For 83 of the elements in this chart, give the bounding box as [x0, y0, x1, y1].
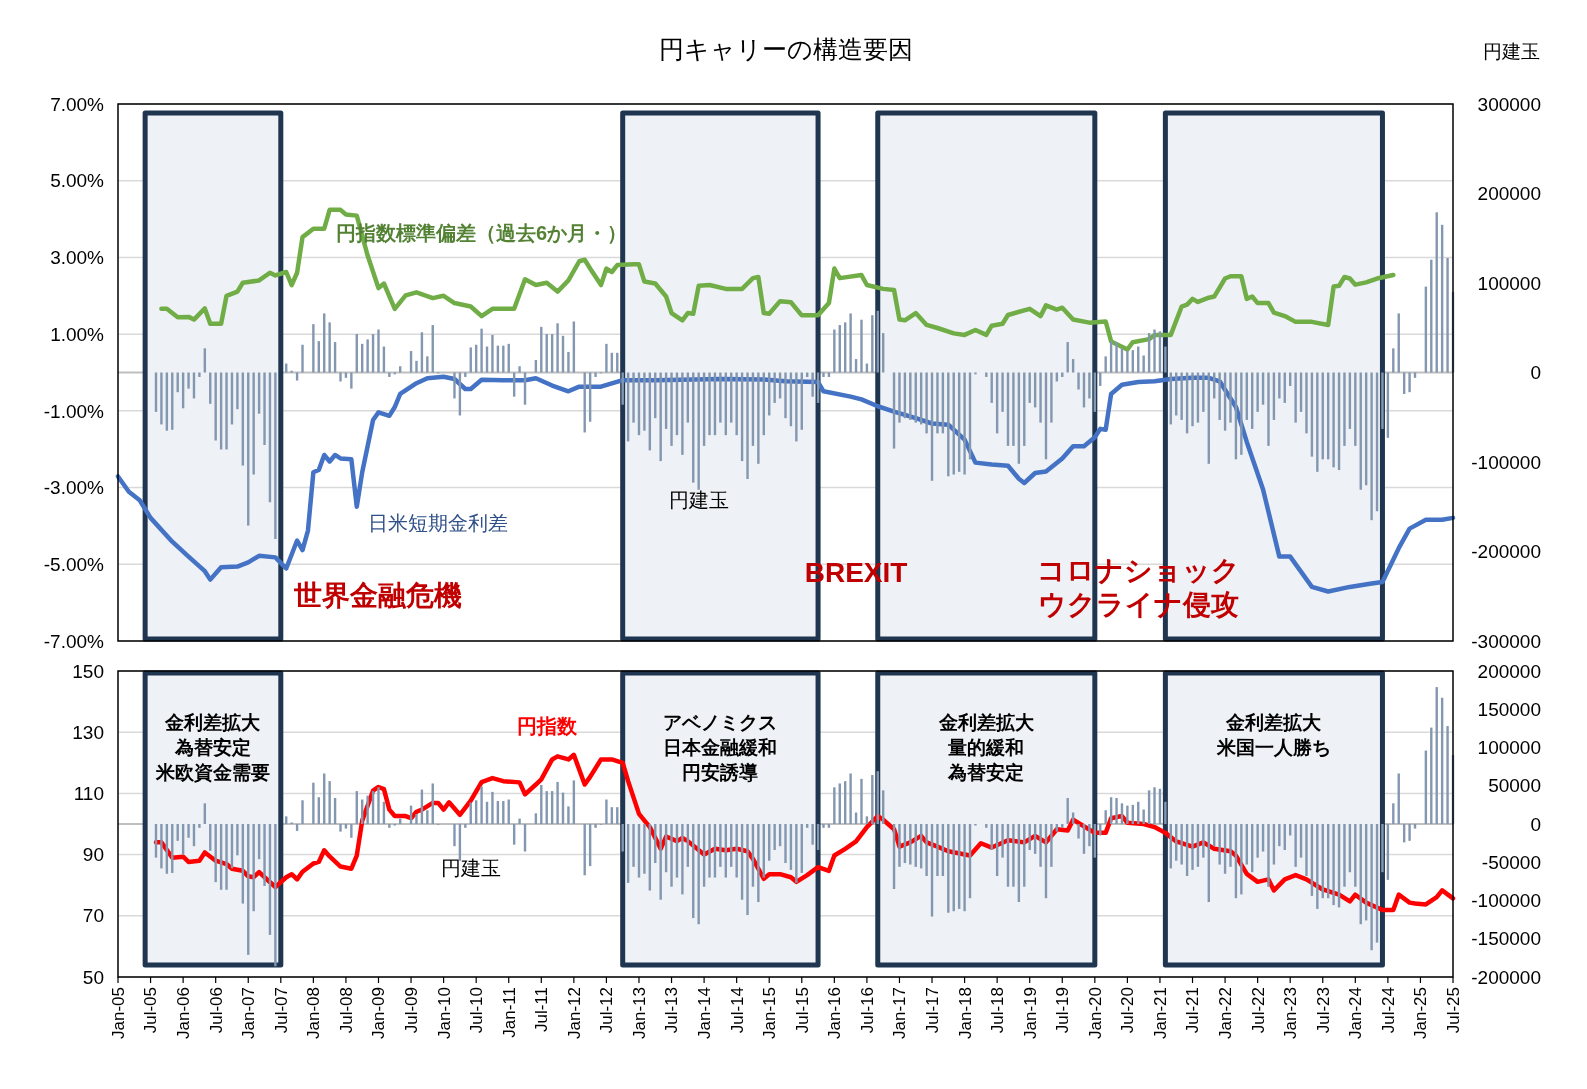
x-tick-label: Jan-25: [1411, 987, 1431, 1039]
x-tick-label: Jul-17: [922, 987, 942, 1034]
y2-tick-label: -100000: [1471, 451, 1541, 473]
x-tick-label: Jan-17: [890, 987, 910, 1039]
x-tick-label: Jul-06: [206, 987, 226, 1034]
band-label: 金利差拡大為替安定米欧資金需要: [154, 712, 270, 783]
y-tick-label: 90: [82, 844, 104, 866]
series-label: 円指数: [516, 715, 578, 738]
series-label: 円建玉: [440, 857, 501, 880]
y-tick-label: 50: [82, 966, 104, 988]
band-label: アベノミクス日本金融緩和円安誘導: [663, 712, 778, 783]
band-label: 金利差拡大量的緩和為替安定: [937, 712, 1035, 783]
y-tick-label: 5.00%: [50, 170, 105, 192]
x-tick-label: Jul-23: [1313, 987, 1333, 1034]
y2-tick-label: 50000: [1488, 775, 1541, 797]
y2-tick-label: 200000: [1477, 183, 1541, 205]
x-tick-label: Jan-15: [760, 987, 780, 1039]
y2-tick-label: -300000: [1471, 630, 1541, 652]
x-tick-label: Jul-19: [1053, 987, 1073, 1034]
y2-axis-title: 円建玉: [1482, 41, 1540, 62]
x-tick-label: Jul-09: [402, 987, 421, 1034]
x-tick-label: Jul-25: [1443, 987, 1463, 1034]
x-tick-label: Jan-11: [499, 987, 519, 1038]
x-tick-label: Jul-12: [597, 987, 617, 1034]
x-tick-label: Jul-16: [857, 987, 877, 1034]
y-tick-label: 130: [72, 721, 104, 743]
y2-tick-label: -200000: [1471, 541, 1541, 563]
x-tick-label: Jan-21: [1150, 987, 1170, 1039]
x-tick-label: Jan-13: [629, 987, 649, 1039]
y-tick-label: -3.00%: [43, 477, 105, 499]
x-tick-label: Jan-19: [1020, 987, 1040, 1039]
y2-tick-label: 300000: [1477, 93, 1541, 115]
y-tick-label: 7.00%: [50, 93, 105, 115]
x-tick-label: Jan-09: [369, 987, 389, 1039]
annotation: 世界金融危機: [293, 579, 463, 611]
y-tick-label: -1.00%: [43, 400, 105, 422]
x-tick-label: Jan-12: [564, 987, 584, 1039]
x-tick-label: Jan-07: [239, 987, 259, 1039]
y2-tick-label: -50000: [1481, 851, 1541, 873]
x-tick-label: Jan-18: [955, 987, 975, 1039]
x-tick-label: Jul-11: [532, 987, 552, 1033]
y2-tick-label: -150000: [1471, 928, 1541, 950]
x-tick-label: Jan-20: [1085, 987, 1105, 1039]
x-tick-label: Jan-06: [174, 987, 194, 1039]
y-tick-label: 3.00%: [50, 247, 105, 269]
x-tick-label: Jan-24: [1346, 987, 1366, 1039]
y2-tick-label: 100000: [1477, 272, 1541, 294]
series-label: 円建玉: [668, 488, 729, 511]
x-tick-label: Jul-08: [336, 987, 356, 1034]
x-tick-label: Jan-08: [304, 987, 324, 1039]
x-tick-label: Jul-05: [141, 987, 161, 1034]
x-tick-label: Jul-18: [988, 987, 1008, 1034]
x-tick-label: Jul-20: [1118, 987, 1138, 1034]
y-tick-label: -5.00%: [43, 553, 105, 575]
x-tick-label: Jan-05: [108, 987, 128, 1039]
y2-tick-label: 100000: [1477, 737, 1541, 759]
y2-tick-label: 0: [1530, 362, 1541, 384]
y-tick-label: -7.00%: [43, 630, 105, 652]
band-label: 金利差拡大米国一人勝ち: [1215, 712, 1331, 758]
y2-tick-label: -200000: [1471, 966, 1541, 988]
series-label: 日米短期金利差: [368, 511, 509, 534]
x-tick-label: Jul-15: [792, 987, 812, 1034]
y-tick-label: 70: [82, 905, 104, 927]
x-tick-label: Jul-24: [1378, 987, 1398, 1034]
x-tick-label: Jul-10: [467, 987, 487, 1034]
y-tick-label: 110: [73, 783, 104, 805]
x-tick-label: Jul-14: [727, 987, 747, 1034]
x-tick-label: Jan-10: [434, 987, 454, 1039]
x-tick-label: Jul-13: [662, 987, 682, 1034]
x-tick-label: Jul-21: [1183, 987, 1203, 1034]
x-tick-label: Jul-22: [1248, 987, 1268, 1034]
y2-tick-label: 150000: [1477, 698, 1541, 720]
y-tick-label: 1.00%: [50, 323, 105, 345]
x-tick-label: Jan-14: [695, 987, 715, 1039]
x-tick-label: Jan-22: [1216, 987, 1236, 1039]
y2-tick-label: 200000: [1477, 660, 1541, 682]
y2-tick-label: -100000: [1471, 890, 1541, 912]
y-tick-label: 150: [72, 660, 104, 682]
x-tick-label: Jan-23: [1281, 987, 1301, 1039]
y2-tick-label: 0: [1530, 813, 1541, 835]
chart-title: 円キャリーの構造要因: [658, 35, 913, 63]
x-tick-label: Jan-16: [825, 987, 845, 1039]
x-tick-label: Jul-07: [271, 987, 291, 1034]
